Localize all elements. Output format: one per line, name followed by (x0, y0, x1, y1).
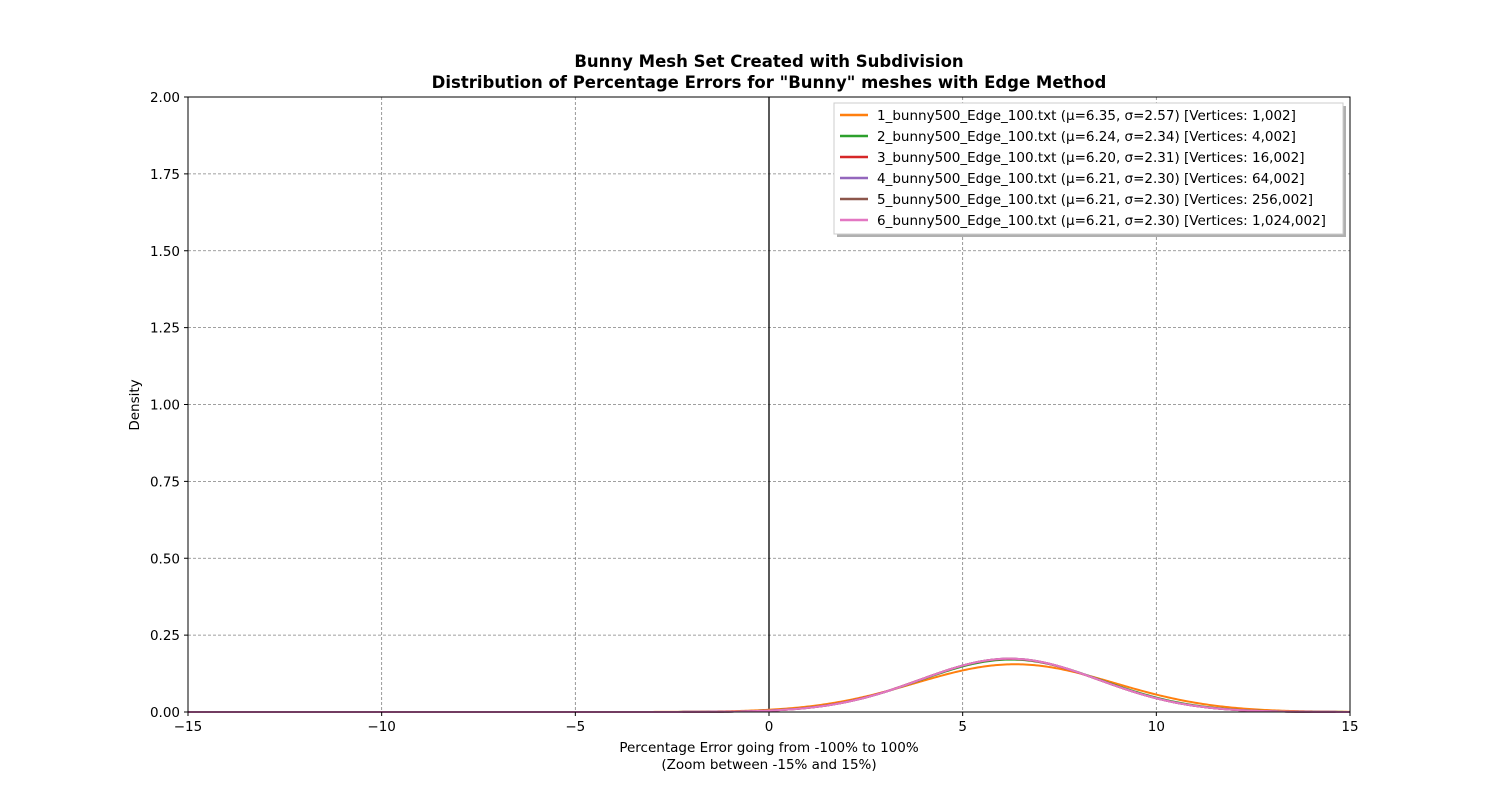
legend-label-5: 5_bunny500_Edge_100.txt (μ=6.21, σ=2.30)… (877, 192, 1313, 208)
x-tick-label-1: −10 (367, 719, 396, 735)
legend-label-2: 2_bunny500_Edge_100.txt (μ=6.24, σ=2.34)… (877, 129, 1296, 145)
x-axis-ticks: −15 −10 −5 0 5 10 15 (174, 712, 1359, 735)
y-tick-label-4: 1.00 (150, 398, 180, 414)
y-tick-label-8: 2.00 (150, 90, 180, 106)
y-tick-label-1: 0.25 (150, 628, 180, 644)
y-tick-label-7: 1.75 (150, 167, 180, 183)
x-tick-label-4: 5 (958, 719, 967, 735)
legend-label-4: 4_bunny500_Edge_100.txt (μ=6.21, σ=2.30)… (877, 171, 1305, 187)
y-tick-label-6: 1.50 (150, 244, 180, 260)
legend-label-3: 3_bunny500_Edge_100.txt (μ=6.20, σ=2.31)… (877, 150, 1305, 166)
y-tick-label-5: 1.25 (150, 321, 180, 337)
x-axis-label-line1: Percentage Error going from -100% to 100… (619, 740, 919, 756)
legend-label-1: 1_bunny500_Edge_100.txt (μ=6.35, σ=2.57)… (877, 108, 1296, 124)
legend: 1_bunny500_Edge_100.txt (μ=6.35, σ=2.57)… (833, 102, 1346, 237)
y-axis-label: Density (127, 379, 143, 430)
y-tick-label-0: 0.00 (150, 705, 180, 721)
y-tick-label-3: 0.75 (150, 474, 180, 490)
x-tick-label-2: −5 (565, 719, 585, 735)
chart-title-line1: Bunny Mesh Set Created with Subdivision (574, 52, 963, 71)
y-axis-ticks: 0.00 0.25 0.50 0.75 1.00 1.25 1.50 1.75 2.00 (150, 90, 188, 721)
x-tick-label-5: 10 (1148, 719, 1165, 735)
legend-label-6: 6_bunny500_Edge_100.txt (μ=6.21, σ=2.30)… (877, 213, 1326, 229)
x-tick-label-3: 0 (765, 719, 774, 735)
legend-box (833, 102, 1344, 235)
chart-title-line2: Distribution of Percentage Errors for "B… (432, 73, 1107, 92)
x-axis-label-line2: (Zoom between -15% and 15%) (661, 757, 876, 773)
x-tick-label-0: −15 (174, 719, 203, 735)
x-tick-label-6: 15 (1341, 719, 1358, 735)
y-tick-label-2: 0.50 (150, 551, 180, 567)
